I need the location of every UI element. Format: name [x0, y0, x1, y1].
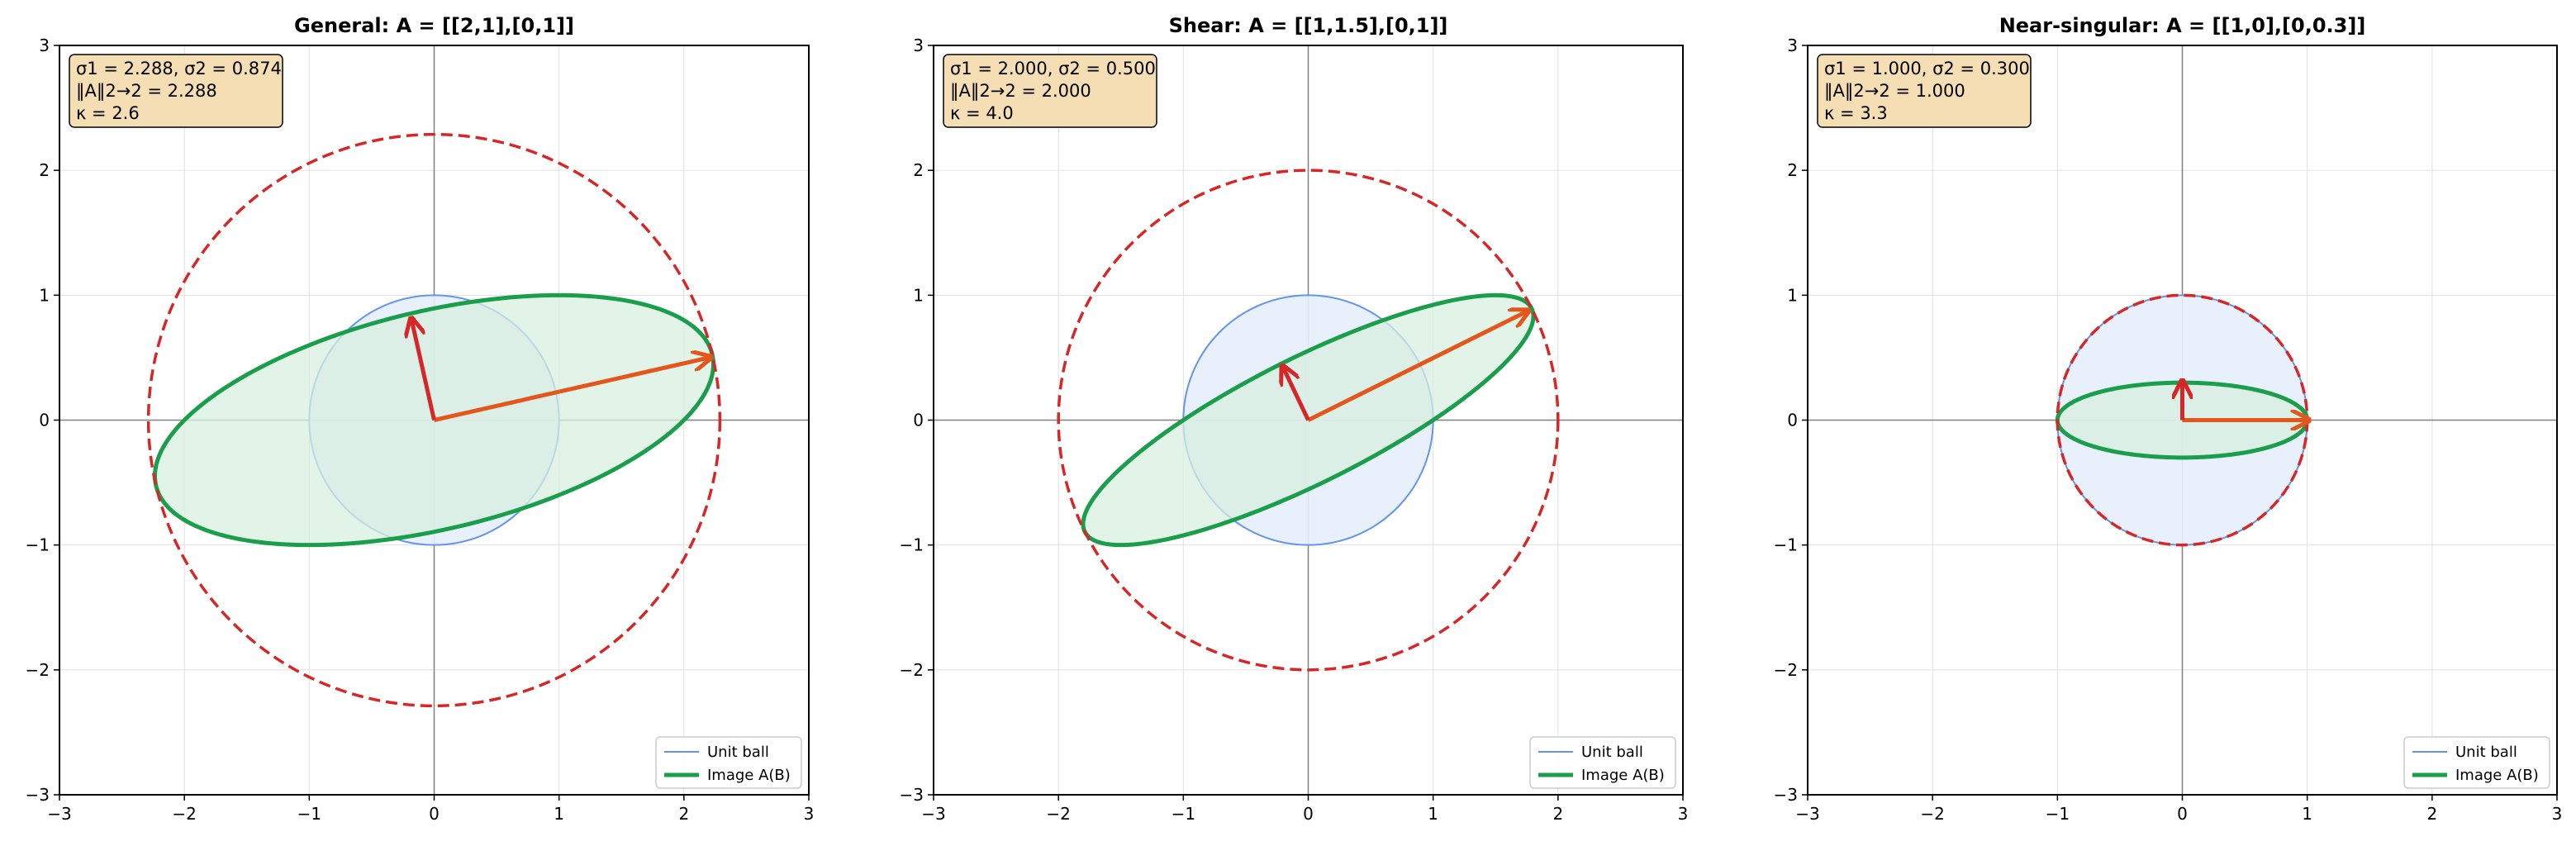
sigma1-arrow	[1307, 311, 1528, 422]
legend: Unit ball Image A(B)	[2403, 736, 2550, 789]
info-box-background	[69, 54, 283, 128]
info-line-2: ‖A‖2→2 = 2.000	[950, 81, 1091, 102]
y-tick-label: 0	[1787, 411, 1798, 430]
y-tick-label: −1	[1774, 535, 1798, 555]
y-tick-label: −2	[900, 660, 924, 680]
y-tick-label: −2	[1774, 660, 1798, 680]
legend-label-unit-ball: Unit ball	[707, 744, 769, 761]
info-line-2: ‖A‖2→2 = 2.288	[76, 81, 217, 102]
y-tick-label: 2	[913, 160, 924, 180]
x-tick-label: 0	[2177, 804, 2188, 824]
info-line-3: κ = 3.3	[1824, 103, 1888, 123]
y-tick-label: 3	[913, 36, 924, 55]
legend-label-image: Image A(B)	[707, 767, 791, 784]
y-tick-label: −1	[900, 535, 924, 555]
y-tick-label: 1	[913, 285, 924, 305]
plot-frame	[59, 45, 810, 796]
x-tick-label: −2	[1046, 804, 1070, 824]
legend-label-image: Image A(B)	[2455, 767, 2539, 784]
x-tick-label: −1	[2046, 804, 2070, 824]
x-tick-label: 3	[1678, 804, 1689, 824]
y-tick-label: 1	[1787, 285, 1798, 305]
x-tick-label: 2	[2426, 804, 2437, 824]
x-tick-label: −1	[297, 804, 321, 824]
info-box-background	[943, 54, 1157, 128]
legend: Unit ball Image A(B)	[1529, 736, 1676, 789]
x-tick-label: 1	[1428, 804, 1438, 824]
y-tick-label: −2	[26, 660, 50, 680]
y-tick-label: 2	[39, 160, 50, 180]
y-tick-label: 0	[39, 411, 50, 430]
chart-title: General: A = [[2,1],[0,1]]	[294, 14, 574, 37]
info-box-background	[1817, 54, 2032, 128]
y-tick-label: 2	[1787, 160, 1798, 180]
chart-title: Shear: A = [[1,1.5],[0,1]]	[1169, 14, 1448, 37]
chart-panel-1: −3−3 −2 −2 −1 −1 0 0 1 1 2 2 3 3 General: A = [[2,1],…	[26, 14, 815, 824]
x-tick-label: 1	[2302, 804, 2312, 824]
x-tick-label: 3	[804, 804, 815, 824]
sigma2-arrow	[411, 321, 436, 421]
info-line-3: κ = 2.6	[76, 103, 140, 123]
norm-circle	[146, 132, 722, 708]
y-tick-label: 3	[39, 36, 50, 55]
y-tick-label: −3	[26, 785, 50, 805]
x-tick-label: −3	[47, 804, 71, 824]
legend-label-unit-ball: Unit ball	[1581, 744, 1643, 761]
legend-label-image: Image A(B)	[1581, 767, 1665, 784]
y-tick-label: −1	[26, 535, 50, 555]
x-tick-label: −1	[1172, 804, 1195, 824]
info-line-1: σ1 = 2.000, σ2 = 0.500	[950, 59, 1156, 78]
y-tick-label: 3	[1787, 36, 1798, 55]
plot-frame	[933, 45, 1684, 796]
x-tick-label: 0	[1303, 804, 1314, 824]
x-tick-label: −2	[172, 804, 196, 824]
chart-title: Near-singular: A = [[1,0],[0,0.3]]	[1999, 14, 2366, 37]
x-tick-label: 3	[2552, 804, 2563, 824]
y-tick-label: −3	[900, 785, 924, 805]
x-tick-label: −3	[921, 804, 945, 824]
info-line-2: ‖A‖2→2 = 1.000	[1824, 81, 1965, 102]
sigma2-arrow	[1283, 368, 1310, 421]
plot-frame	[1807, 45, 2558, 796]
x-tick-label: −3	[1795, 804, 1819, 824]
y-tick-label: 0	[913, 411, 924, 430]
chart-panel-2: −3−3 −2 −2 −1 −1 0 0 1 1 2 2 3 3 Shear: A = [[1,1.5],…	[900, 14, 1689, 824]
sigma1-arrow	[433, 358, 710, 422]
x-tick-label: 2	[678, 804, 689, 824]
x-tick-label: 2	[1552, 804, 1563, 824]
info-line-3: κ = 4.0	[950, 103, 1014, 123]
x-tick-label: 0	[429, 804, 440, 824]
legend: Unit ball Image A(B)	[655, 736, 802, 789]
norm-circle	[1057, 169, 1560, 672]
legend-label-unit-ball: Unit ball	[2455, 744, 2517, 761]
y-tick-label: −3	[1774, 785, 1798, 805]
info-line-1: σ1 = 1.000, σ2 = 0.300	[1824, 59, 2030, 78]
chart-panel-3: −3−3 −2 −2 −1 −1 0 0 1 1 2 2 3 3 Near-singular: A = […	[1774, 14, 2563, 824]
info-line-1: σ1 = 2.288, σ2 = 0.874	[76, 59, 282, 78]
x-tick-label: −2	[1920, 804, 1944, 824]
x-tick-label: 1	[554, 804, 564, 824]
y-tick-label: 1	[39, 285, 50, 305]
